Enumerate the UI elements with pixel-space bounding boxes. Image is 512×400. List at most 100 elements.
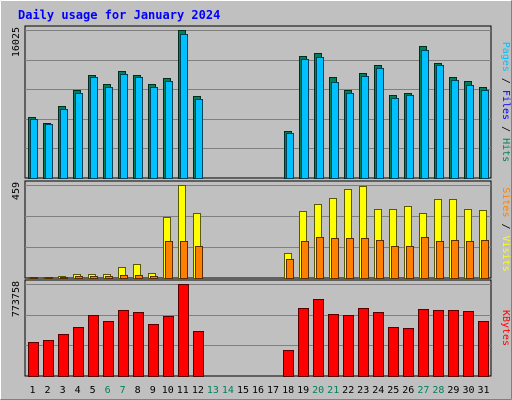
panel-legend: Pages / Files / Hits	[500, 42, 511, 162]
panel-legend: KBytes	[500, 310, 511, 346]
x-tick-label: 13	[207, 385, 219, 396]
x-tick-label: 31	[477, 385, 489, 396]
bar-sites-day-29	[451, 240, 459, 279]
bar-pages-day-5	[90, 77, 98, 179]
bar-sites-day-31	[481, 240, 489, 279]
bar-sites-day-2	[45, 277, 53, 279]
bar-sites-day-8	[135, 275, 143, 279]
bar-kbytes-day-11	[178, 284, 189, 377]
bar-sites-day-3	[60, 277, 68, 279]
x-tick-label: 17	[267, 385, 279, 396]
bar-sites-day-4	[75, 276, 83, 279]
x-tick-label: 27	[417, 385, 429, 396]
x-tick-label: 24	[372, 385, 384, 396]
bar-kbytes-day-23	[358, 308, 369, 377]
x-tick-label: 16	[252, 385, 264, 396]
bar-kbytes-day-19	[298, 308, 309, 377]
bar-pages-day-19	[301, 59, 309, 179]
bar-kbytes-day-18	[283, 350, 294, 377]
panel-hits-files-pages: 16025 Pages / Files / Hits	[11, 25, 511, 179]
legend-separator: /	[500, 217, 511, 235]
bar-pages-day-6	[105, 87, 113, 179]
x-tick-label: 4	[75, 385, 81, 396]
x-tick-label: 22	[342, 385, 354, 396]
bar-sites-day-27	[421, 237, 429, 279]
panel-legend: Sites / Visits	[500, 187, 511, 271]
bar-kbytes-day-5	[88, 315, 99, 377]
series-pages	[30, 34, 489, 179]
bar-pages-day-20	[316, 57, 324, 179]
bar-kbytes-day-10	[163, 316, 174, 377]
bar-sites-day-26	[406, 246, 414, 279]
bar-pages-day-21	[331, 82, 339, 179]
bar-sites-day-24	[376, 240, 384, 279]
x-tick-label: 26	[402, 385, 414, 396]
legend-entry-sites: Sites	[500, 187, 511, 217]
bar-pages-day-12	[195, 99, 203, 179]
legend-entry-kbytes: KBytes	[500, 310, 511, 346]
bar-kbytes-day-27	[418, 309, 429, 377]
x-tick-label: 28	[432, 385, 444, 396]
bar-sites-day-9	[150, 276, 158, 279]
x-tick-label: 29	[447, 385, 459, 396]
bar-kbytes-day-6	[103, 321, 114, 377]
x-tick-label: 21	[327, 385, 339, 396]
legend-entry-pages: Pages	[500, 42, 511, 72]
bar-pages-day-25	[391, 98, 399, 179]
x-tick-label: 11	[177, 385, 189, 396]
bar-pages-day-4	[75, 93, 83, 179]
x-tick-label: 18	[282, 385, 294, 396]
x-axis-tick-labels: 1 2 3 4 5 6 7 8 9 10 11 12 13 14 15 16 17 18 19 20 21 22 23 24 2…	[29, 385, 489, 396]
series-kbytes	[28, 284, 489, 377]
bar-sites-day-7	[120, 275, 128, 279]
bar-kbytes-day-21	[328, 314, 339, 377]
bar-kbytes-day-22	[343, 315, 354, 377]
bar-kbytes-day-12	[193, 331, 204, 377]
bar-pages-day-28	[436, 65, 444, 179]
panel-visits-sites: 459 Sites / Visits	[11, 180, 511, 279]
legend-separator: /	[500, 120, 511, 138]
legend-separator: /	[500, 72, 511, 90]
bar-pages-day-9	[150, 87, 158, 179]
bar-sites-day-28	[436, 241, 444, 279]
bar-sites-day-18	[286, 259, 294, 279]
panel-kbytes: 773758 KBytes	[11, 279, 511, 377]
bar-kbytes-day-31	[478, 321, 489, 377]
x-tick-label: 19	[297, 385, 309, 396]
max-value-label: 773758	[11, 281, 22, 317]
bar-pages-day-24	[376, 68, 384, 179]
x-tick-label: 9	[150, 385, 156, 396]
bar-kbytes-day-2	[43, 340, 54, 377]
bar-kbytes-day-29	[448, 310, 459, 377]
x-tick-label: 23	[357, 385, 369, 396]
bar-sites-day-19	[301, 241, 309, 279]
legend-entry-visits: Visits	[500, 236, 511, 272]
bar-sites-day-10	[165, 241, 173, 279]
bar-pages-day-31	[481, 90, 489, 179]
bar-sites-day-25	[391, 246, 399, 279]
x-tick-label: 6	[105, 385, 111, 396]
chart-panels: 16025 Pages / Files / Hits 459 Sites / Visi…	[11, 25, 511, 377]
bar-pages-day-30	[466, 85, 474, 179]
bar-sites-day-22	[346, 238, 354, 279]
x-tick-label: 20	[312, 385, 324, 396]
x-tick-label: 2	[44, 385, 50, 396]
bar-kbytes-day-3	[58, 334, 69, 377]
bar-sites-day-5	[90, 276, 98, 279]
bar-kbytes-day-4	[73, 327, 84, 377]
chart-title: Daily usage for January 2024	[18, 8, 220, 22]
x-tick-label: 10	[162, 385, 174, 396]
bar-kbytes-day-30	[463, 311, 474, 377]
bar-pages-day-1	[30, 119, 38, 179]
bar-pages-day-8	[135, 77, 143, 179]
x-tick-label: 1	[29, 385, 35, 396]
bar-pages-day-11	[180, 34, 188, 179]
bar-kbytes-day-9	[148, 324, 159, 377]
bar-kbytes-day-25	[388, 327, 399, 377]
bar-pages-day-23	[361, 76, 369, 179]
bar-sites-day-23	[361, 238, 369, 279]
bar-sites-day-30	[466, 241, 474, 279]
x-tick-label: 15	[237, 385, 249, 396]
bar-sites-day-1	[30, 277, 38, 279]
